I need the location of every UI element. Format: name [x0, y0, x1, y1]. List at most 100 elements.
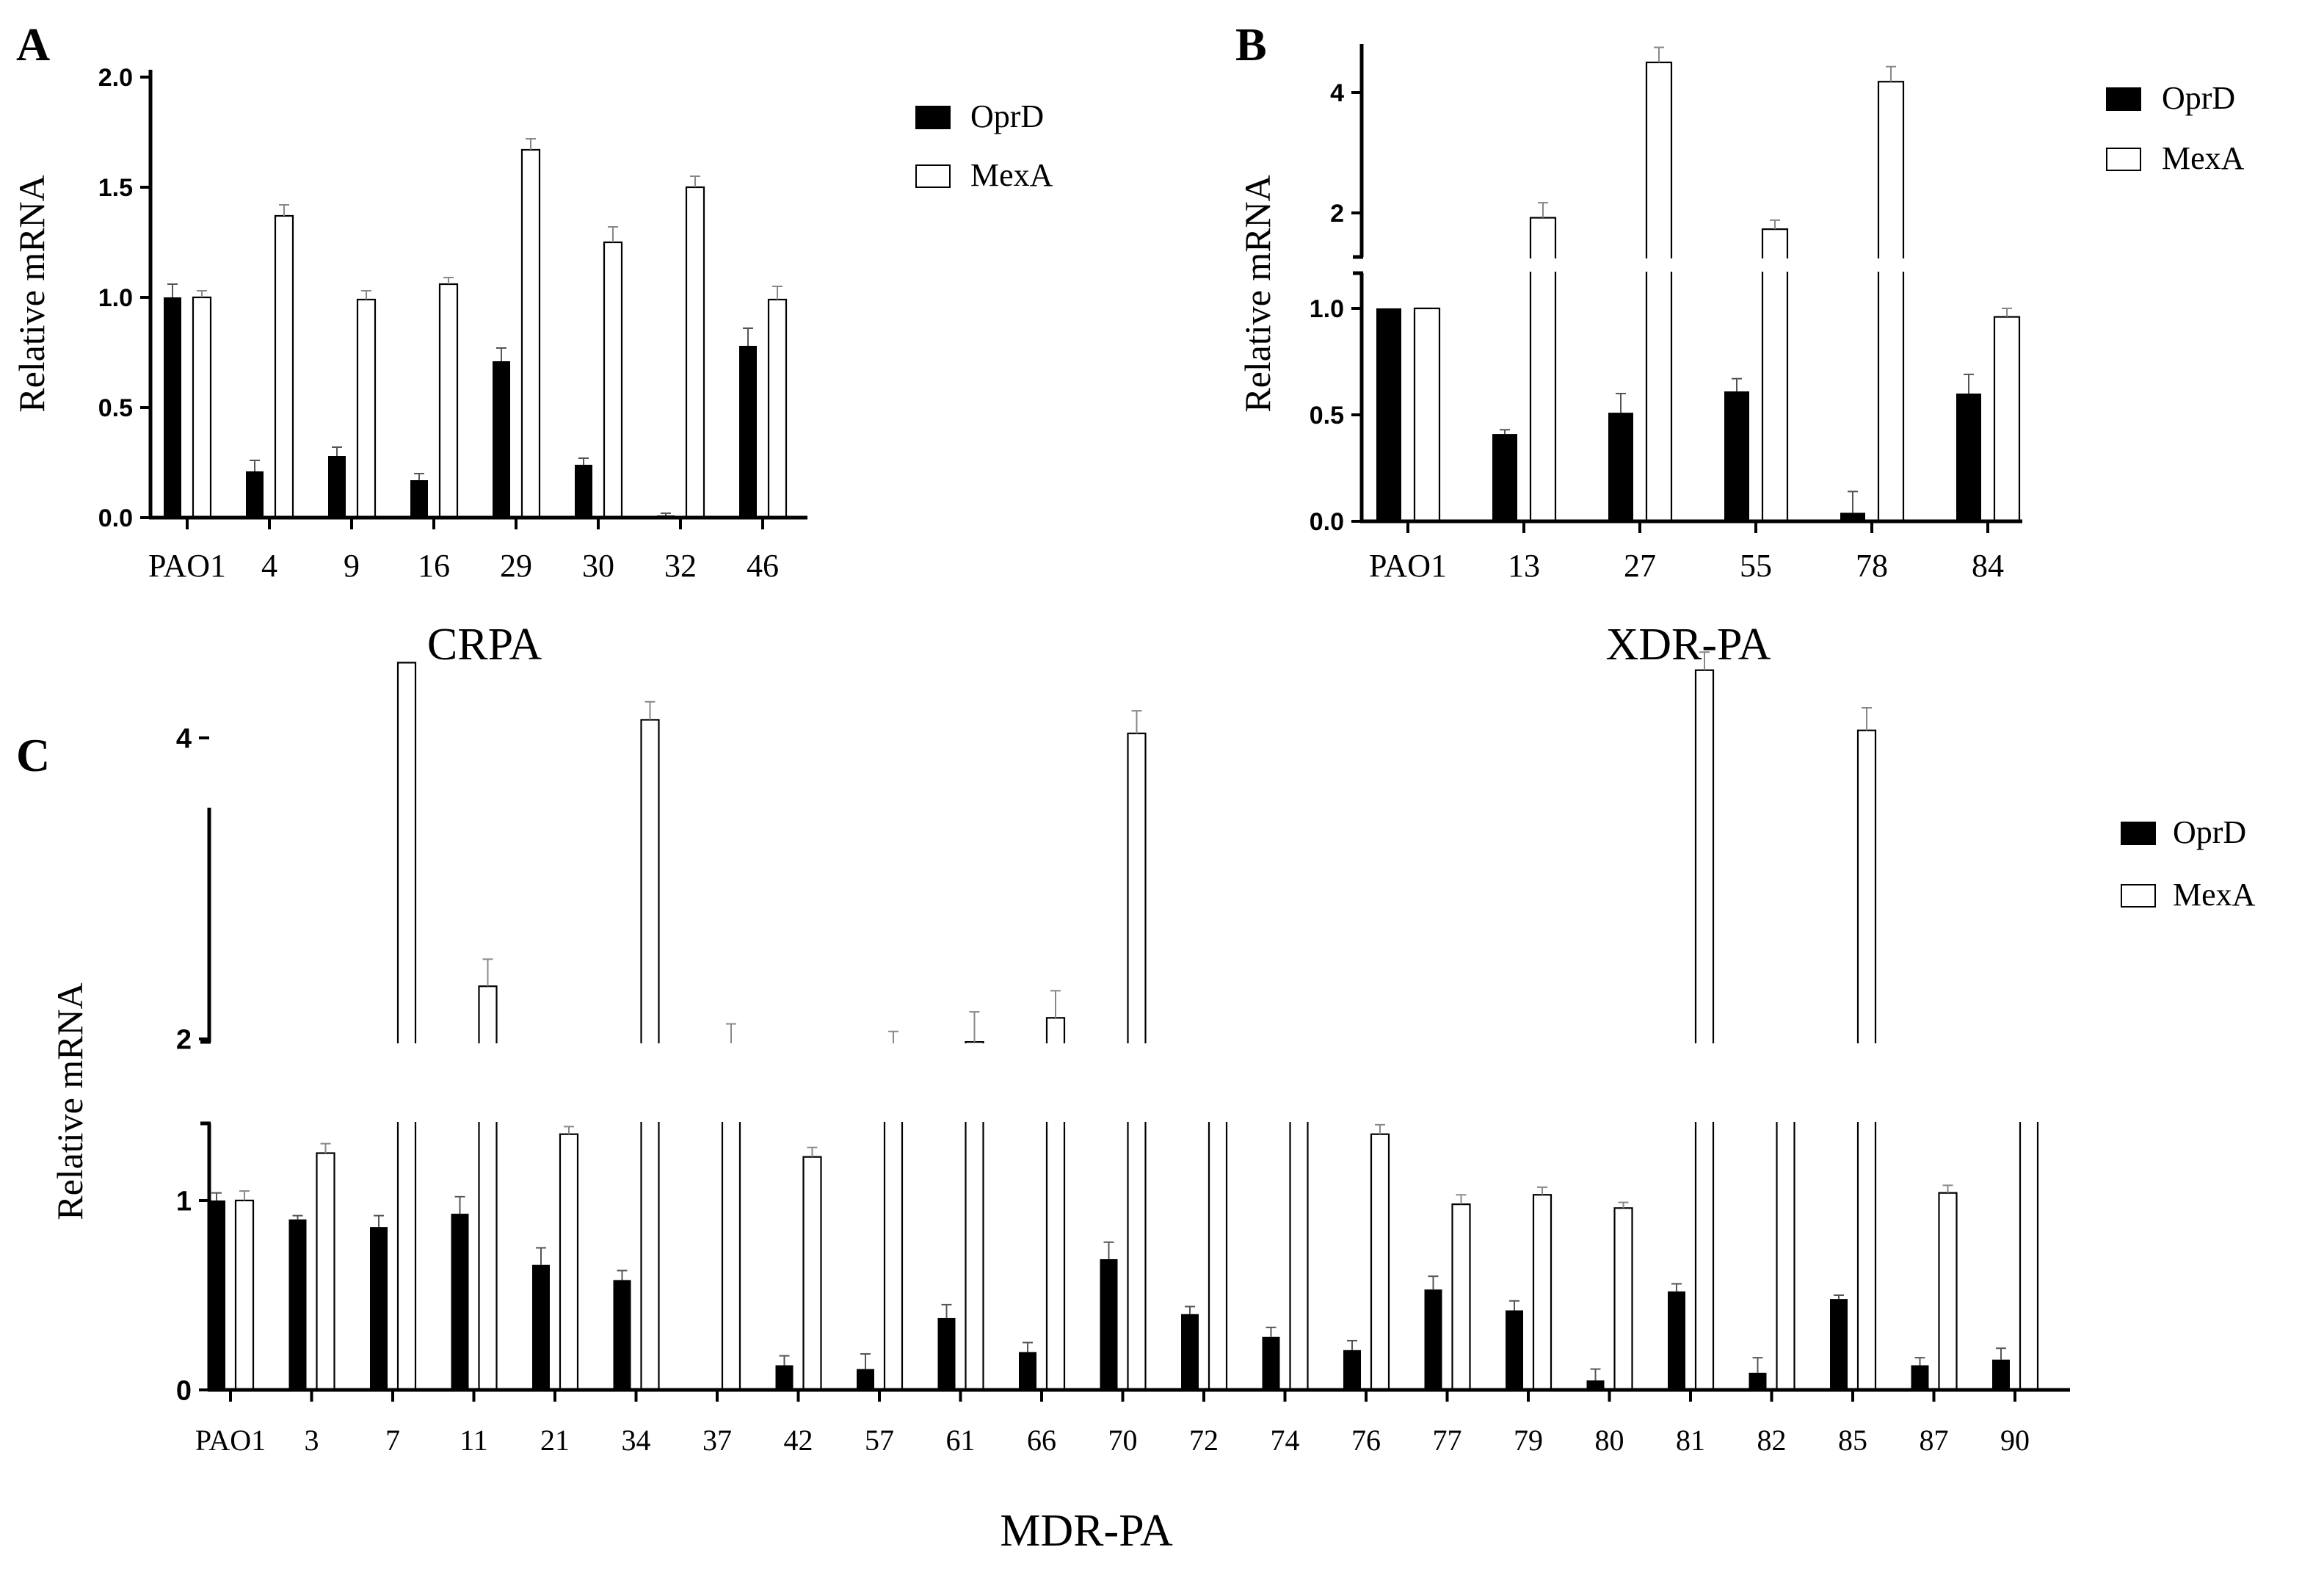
- mexa-bar: [317, 1153, 335, 1391]
- oprd-bar: [739, 346, 757, 518]
- mexa-bar: [804, 1157, 821, 1390]
- oprd-bar: [1376, 308, 1401, 521]
- x-tick-label: 79: [1514, 1424, 1543, 1457]
- panel-letter: B: [1235, 18, 1267, 70]
- y-tick-label: 1.0: [98, 284, 133, 312]
- x-tick-label: 82: [1757, 1424, 1787, 1457]
- x-tick-label: PAO1: [148, 548, 226, 584]
- oprd-bar: [410, 480, 428, 518]
- oprd-bar: [1492, 434, 1517, 521]
- x-tick-label: 7: [385, 1424, 400, 1457]
- oprd-bar: [1506, 1311, 1523, 1390]
- mexa-bar: [1696, 670, 1713, 1390]
- legend-label-oprd: OprD: [2162, 80, 2235, 116]
- y-axis-title: Relative mRNA: [11, 175, 52, 413]
- oprd-bar: [1019, 1352, 1036, 1390]
- y-tick-label: 1.5: [98, 174, 133, 202]
- mexa-bar: [1994, 317, 2019, 521]
- oprd-bar: [1181, 1314, 1199, 1390]
- y-tick-label: 1.0: [1310, 295, 1344, 323]
- x-tick-label: 13: [1508, 548, 1540, 584]
- oprd-bar: [1830, 1299, 1848, 1390]
- mexa-bar: [440, 284, 457, 518]
- mexa-bar: [1371, 1134, 1389, 1390]
- x-tick-label: 90: [2000, 1424, 2030, 1457]
- oprd-bar: [493, 361, 510, 518]
- x-tick-label: 42: [784, 1424, 813, 1457]
- mexa-bar: [769, 300, 786, 518]
- x-tick-label: 80: [1595, 1424, 1624, 1457]
- oprd-bar: [370, 1227, 388, 1390]
- axis-break-gap: [211, 1043, 2072, 1122]
- y-tick-label: 1: [176, 1187, 192, 1217]
- panel-letter: C: [16, 729, 50, 781]
- mexa-bar: [398, 663, 415, 1391]
- x-tick-label: 34: [622, 1424, 651, 1457]
- mexa-bar: [1762, 229, 1787, 521]
- x-tick-label: 70: [1108, 1424, 1138, 1457]
- mexa-bar: [275, 216, 293, 518]
- legend-swatch-oprd: [2107, 88, 2140, 110]
- x-tick-label: 29: [500, 548, 532, 584]
- x-tick-label: 76: [1351, 1424, 1381, 1457]
- legend-label-mexa: MexA: [2173, 877, 2256, 913]
- oprd-bar: [614, 1280, 631, 1390]
- oprd-bar: [246, 471, 264, 518]
- mexa-bar: [604, 242, 622, 518]
- y-tick-label: 0.5: [98, 394, 133, 422]
- y-tick-label: 2.0: [98, 64, 133, 92]
- oprd-bar: [1343, 1350, 1361, 1390]
- legend-swatch-mexa: [2107, 148, 2140, 170]
- y-tick-label: 2: [176, 1025, 192, 1056]
- oprd-bar: [328, 456, 346, 518]
- oprd-bar: [451, 1214, 469, 1390]
- oprd-bar: [1263, 1337, 1280, 1390]
- x-tick-label: 61: [946, 1424, 976, 1457]
- oprd-bar: [532, 1265, 550, 1390]
- mexa-bar: [193, 297, 211, 518]
- x-tick-label: 21: [540, 1424, 570, 1457]
- mexa-bar: [686, 187, 704, 518]
- mexa-bar: [2020, 1104, 2038, 1390]
- x-tick-label: 81: [1676, 1424, 1705, 1457]
- mexa-bar: [1415, 308, 1439, 521]
- x-tick-label: 85: [1838, 1424, 1867, 1457]
- x-tick-label: 55: [1740, 548, 1772, 584]
- y-tick-label: 4: [1330, 79, 1344, 107]
- y-tick-label: 0.5: [1310, 402, 1344, 430]
- oprd-bar: [164, 297, 181, 518]
- mexa-bar: [1878, 82, 1903, 521]
- legend-swatch-oprd: [2121, 822, 2155, 844]
- oprd-bar: [289, 1220, 307, 1390]
- mexa-bar: [1615, 1208, 1633, 1390]
- x-tick-label: 32: [664, 548, 697, 584]
- mexa-bar: [1939, 1193, 1957, 1390]
- legend-swatch-oprd: [916, 106, 950, 128]
- oprd-bar: [776, 1365, 794, 1390]
- legend-label-mexa: MexA: [2162, 140, 2245, 176]
- panel-b: B 0.0 0.5 1.0 2 4 PAO1 13 27 55 78 84 Relative mRNA X…: [1235, 18, 2245, 670]
- legend-label-oprd: OprD: [2173, 814, 2246, 850]
- legend-swatch-mexa: [2121, 885, 2155, 907]
- x-tick-label: 84: [1972, 548, 2004, 584]
- panel-a: A 0.0 0.5 1.0 1.5 2.0 PAO1 4 9 16 29 30 32 46 Relative…: [11, 18, 1053, 670]
- mexa-bar: [1646, 62, 1671, 521]
- x-axis-title: MDR-PA: [1000, 1506, 1173, 1556]
- mexa-bar: [560, 1134, 578, 1390]
- y-axis-title: Relative mRNA: [49, 982, 90, 1220]
- x-tick-label: PAO1: [195, 1424, 266, 1457]
- y-tick-label: 0.0: [98, 504, 133, 532]
- y-axis-title: Relative mRNA: [1237, 175, 1278, 413]
- mexa-bar: [1533, 1195, 1551, 1390]
- mexa-bar: [357, 300, 375, 518]
- oprd-bar: [1425, 1289, 1442, 1390]
- x-tick-label: 87: [1920, 1424, 1949, 1457]
- oprd-bar: [1992, 1360, 2010, 1390]
- x-tick-label: 78: [1856, 548, 1888, 584]
- mexa-bar: [522, 150, 540, 518]
- x-tick-label: 9: [344, 548, 360, 584]
- x-tick-label: 57: [865, 1424, 894, 1457]
- oprd-bar: [1668, 1292, 1685, 1390]
- legend-label-mexa: MexA: [970, 157, 1053, 193]
